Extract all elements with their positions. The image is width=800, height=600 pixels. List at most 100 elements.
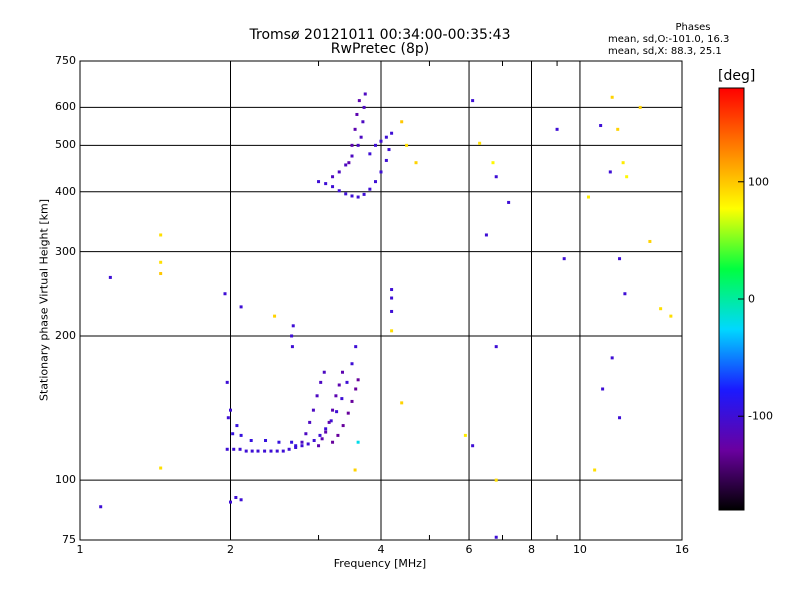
phases-title: Phases <box>675 22 711 33</box>
o-mode-point <box>322 370 326 374</box>
o-mode-point <box>601 387 605 391</box>
o-mode-point <box>346 411 350 415</box>
o-mode-point <box>304 432 308 436</box>
x-tick-label: 6 <box>465 543 473 556</box>
o-mode-point <box>324 430 328 434</box>
o-mode-point <box>357 99 361 103</box>
x-mode-point <box>625 175 629 179</box>
x-mode-point <box>353 468 357 472</box>
o-mode-point <box>249 439 253 443</box>
o-mode-point <box>263 449 267 453</box>
o-mode-point <box>390 296 394 300</box>
o-mode-point <box>244 449 248 453</box>
o-mode-point <box>494 345 498 349</box>
x-mode-point <box>586 195 590 199</box>
o-mode-point <box>359 135 363 139</box>
x-mode-point <box>659 307 663 311</box>
x-mode-point <box>478 141 482 145</box>
o-mode-point <box>281 449 285 453</box>
o-mode-point <box>108 275 112 279</box>
o-mode-point <box>350 399 354 403</box>
o-mode-point <box>507 200 511 204</box>
o-mode-point <box>317 444 321 448</box>
y-tick-label: 400 <box>55 184 76 198</box>
x-mode-point <box>593 468 597 472</box>
y-tick-label: 750 <box>55 54 76 67</box>
o-mode-point <box>306 442 310 446</box>
o-mode-point <box>225 447 229 451</box>
colorbar-ticks <box>738 181 744 417</box>
o-mode-point <box>331 408 335 412</box>
o-mode-point <box>484 233 488 237</box>
x-mode-point <box>405 143 409 147</box>
x-mode-point <box>390 329 394 333</box>
y-tick-label: 200 <box>55 328 76 342</box>
o-mode-point <box>374 180 378 184</box>
o-mode-point <box>290 334 294 338</box>
o-mode-point <box>324 182 328 186</box>
o-mode-point <box>250 449 254 453</box>
x-tick-label: 16 <box>675 543 689 556</box>
o-mode-point <box>269 449 273 453</box>
o-mode-point <box>494 535 498 539</box>
o-mode-point <box>356 143 360 147</box>
o-mode-point <box>350 154 354 158</box>
o-mode-point <box>374 143 378 147</box>
x-mode-point <box>621 161 625 165</box>
o-mode-point <box>327 420 331 424</box>
o-mode-point <box>355 112 359 116</box>
o-mode-point <box>384 158 388 162</box>
x-mode-point <box>616 127 620 131</box>
x-mode-point <box>159 272 163 276</box>
o-mode-point <box>344 192 348 196</box>
o-mode-point <box>608 170 612 174</box>
o-mode-point <box>618 416 622 420</box>
o-mode-point <box>234 495 238 499</box>
o-mode-point <box>277 440 281 444</box>
o-mode-point <box>324 427 328 431</box>
o-mode-point <box>337 189 341 193</box>
o-mode-point <box>300 444 304 448</box>
o-mode-point <box>562 257 566 261</box>
o-mode-point <box>311 408 315 412</box>
phases-x-line: mean, sd,X: 88.3, 25.1 <box>608 46 722 57</box>
x-tick-label: 2 <box>227 543 234 556</box>
o-mode-point <box>226 416 230 420</box>
colorbar-tick-label: 0 <box>748 292 755 306</box>
o-mode-point <box>494 175 498 179</box>
x-mode-point <box>400 120 404 124</box>
o-mode-point <box>334 394 338 398</box>
colorbar-unit: [deg] <box>718 68 756 84</box>
o-mode-point <box>318 433 322 437</box>
o-mode-point <box>319 380 323 384</box>
o-mode-point <box>344 163 348 167</box>
x-mode-point <box>648 239 652 243</box>
o-mode-point <box>390 288 394 292</box>
o-mode-point <box>300 440 304 444</box>
colorbar-tick-label: 100 <box>748 175 769 189</box>
o-mode-point <box>315 394 319 398</box>
x-mode-point <box>414 161 418 165</box>
grid-lines <box>80 61 682 540</box>
o-mode-point <box>229 408 232 412</box>
o-mode-point <box>379 170 383 174</box>
o-mode-point <box>231 432 235 436</box>
x-mode-point <box>159 466 163 470</box>
o-mode-point <box>238 447 242 451</box>
o-mode-point <box>291 324 295 328</box>
o-mode-point <box>239 305 243 309</box>
o-mode-point <box>225 380 229 384</box>
o-mode-point <box>340 370 344 374</box>
o-mode-point <box>264 439 268 443</box>
o-mode-point <box>294 445 298 449</box>
o-mode-point <box>239 498 243 502</box>
o-mode-point <box>290 345 294 349</box>
o-mode-point <box>341 424 345 428</box>
o-mode-point <box>387 148 391 152</box>
o-mode-point <box>275 449 279 453</box>
o-mode-point <box>618 257 622 261</box>
phases-summary: Phases mean, sd,O:-101.0, 16.3 mean, sd,… <box>608 22 778 58</box>
x-mode-point <box>400 401 404 405</box>
o-mode-point <box>336 433 340 437</box>
